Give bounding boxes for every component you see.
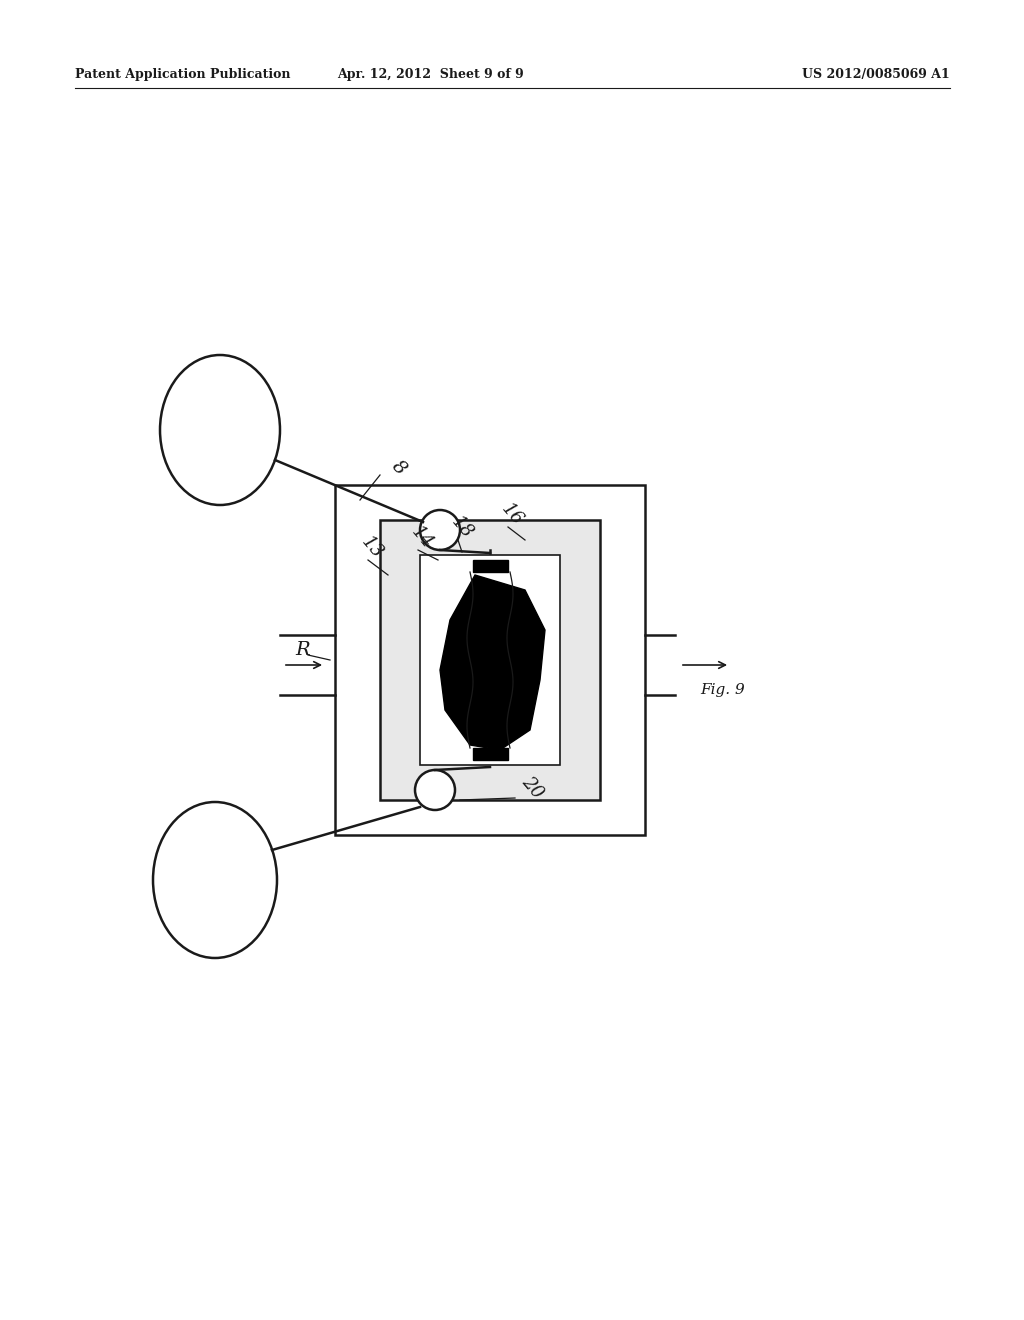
Text: 14: 14 xyxy=(408,524,436,553)
Text: 20: 20 xyxy=(518,774,547,803)
Bar xyxy=(380,520,600,800)
Text: Fig. 9: Fig. 9 xyxy=(700,682,744,697)
Circle shape xyxy=(420,510,460,550)
Text: 8: 8 xyxy=(388,457,410,479)
Circle shape xyxy=(415,770,455,810)
Bar xyxy=(473,560,508,572)
Text: 18: 18 xyxy=(449,513,476,543)
Ellipse shape xyxy=(160,355,280,506)
Ellipse shape xyxy=(153,803,278,958)
Bar xyxy=(420,554,560,766)
Text: Patent Application Publication: Patent Application Publication xyxy=(75,69,291,81)
Bar xyxy=(335,484,645,836)
Text: Apr. 12, 2012  Sheet 9 of 9: Apr. 12, 2012 Sheet 9 of 9 xyxy=(337,69,523,81)
Text: 13: 13 xyxy=(358,533,387,562)
Polygon shape xyxy=(440,576,545,750)
Text: US 2012/0085069 A1: US 2012/0085069 A1 xyxy=(802,69,950,81)
Bar xyxy=(473,748,508,760)
Text: 16: 16 xyxy=(498,500,526,529)
Text: R: R xyxy=(295,642,309,659)
